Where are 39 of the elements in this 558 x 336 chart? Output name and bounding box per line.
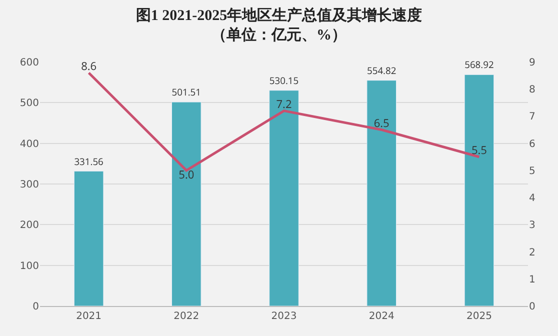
y-tick-label: 100 (20, 260, 39, 272)
y-tick-label: 400 (20, 138, 39, 150)
data-label: 5.0 (178, 168, 194, 183)
x-tick-label: 2025 (466, 311, 492, 322)
y2-tick-label: 0 (529, 302, 536, 312)
data-label: 5.5 (471, 143, 487, 158)
x-tick-label: 2021 (76, 311, 102, 322)
bar (366, 80, 396, 306)
y-tick-label: 0 (32, 302, 39, 312)
data-label: 6.5 (374, 116, 390, 132)
data-label: 554.82 (366, 64, 396, 77)
y2-tick-label: 7 (529, 112, 536, 123)
x-tick-label: 2023 (271, 311, 297, 322)
y2-tick-label: 1 (529, 274, 536, 286)
y-tick-label: 200 (20, 220, 39, 232)
y2-tick-label: 6 (529, 138, 536, 150)
data-label: 7.2 (276, 97, 292, 112)
y2-tick-label: 5 (529, 166, 536, 177)
data-label: 568.92 (464, 58, 494, 72)
data-label: 501.51 (172, 86, 202, 99)
y2-tick-label: 4 (529, 193, 536, 204)
y2-tick-label: 9 (529, 58, 536, 68)
bar (74, 170, 104, 306)
y2-tick-label: 2 (529, 247, 536, 258)
y2-tick-label: 8 (529, 84, 536, 96)
y-tick-label: 500 (20, 98, 39, 110)
y-tick-label: 600 (20, 58, 39, 68)
x-tick-label: 2024 (368, 311, 394, 322)
bar (464, 74, 494, 306)
data-label: 530.15 (269, 74, 299, 87)
chart-subtitle: （单位：亿元、%） (212, 26, 346, 44)
data-label: 8.6 (81, 59, 97, 74)
data-label: 331.56 (74, 154, 104, 168)
y-tick-label: 300 (20, 180, 39, 190)
y2-tick-label: 3 (529, 220, 536, 232)
x-tick-label: 2022 (174, 311, 200, 322)
bar (269, 90, 299, 306)
chart-title: 图1 2021-2025年地区生产总值及其增长速度 (136, 6, 422, 24)
bar (172, 102, 202, 306)
